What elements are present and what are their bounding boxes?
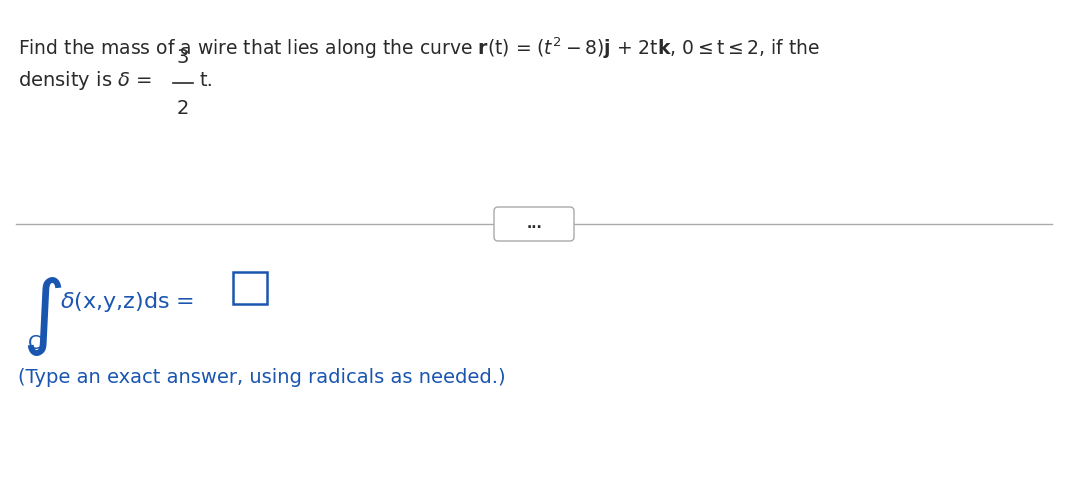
Text: t.: t. — [199, 71, 213, 90]
FancyBboxPatch shape — [233, 272, 267, 304]
Text: $\int$: $\int$ — [22, 276, 62, 358]
Text: density is $\delta$ =: density is $\delta$ = — [18, 69, 154, 92]
FancyBboxPatch shape — [494, 207, 574, 241]
Text: 3: 3 — [177, 48, 189, 67]
Text: ...: ... — [527, 217, 541, 231]
Text: $\delta$(x,y,z)ds =: $\delta$(x,y,z)ds = — [60, 290, 197, 314]
Text: C: C — [28, 334, 42, 353]
Text: 2: 2 — [177, 99, 189, 118]
Text: (Type an exact answer, using radicals as needed.): (Type an exact answer, using radicals as… — [18, 368, 505, 387]
Text: Find the mass of a wire that lies along the curve $\mathbf{r}$(t) = $\left(t^{2}: Find the mass of a wire that lies along … — [18, 36, 820, 62]
